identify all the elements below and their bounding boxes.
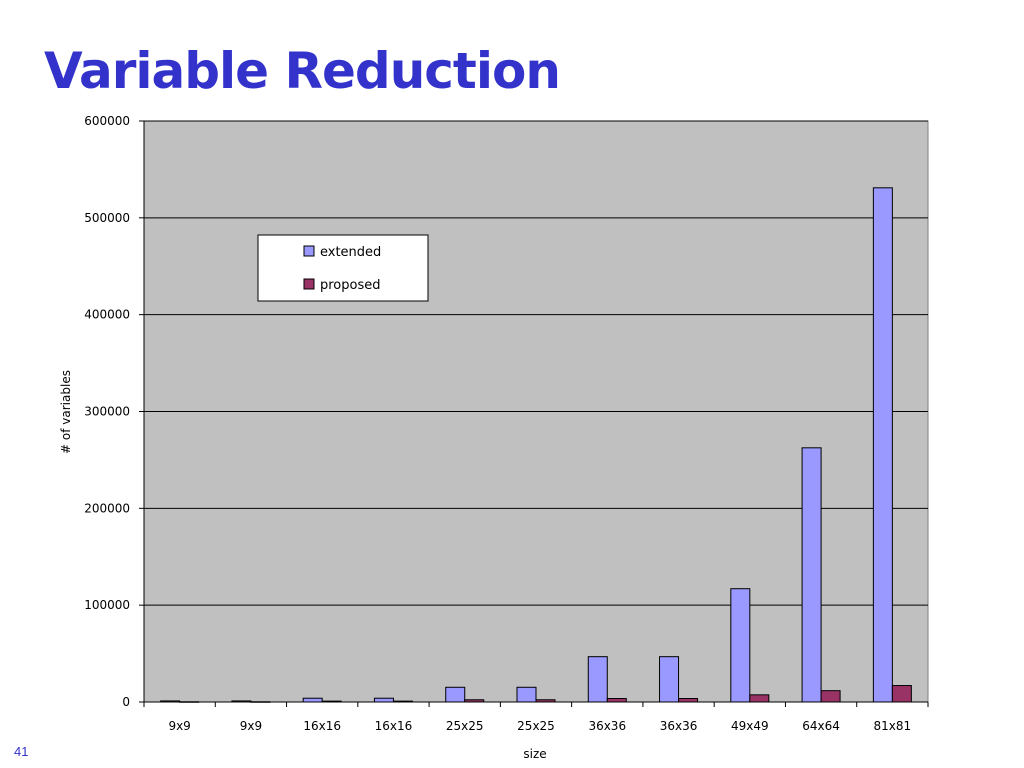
- bar-extended-9: [801, 447, 822, 703]
- x-tick-label: 81x81: [874, 719, 912, 733]
- x-tick-label: 9x9: [168, 719, 190, 733]
- legend-label-proposed: proposed: [320, 278, 381, 293]
- x-tick-label: 36x36: [588, 719, 626, 733]
- legend-label-extended: extended: [320, 245, 381, 260]
- bar-proposed-9: [820, 690, 841, 703]
- y-axis-label: # of variables: [59, 370, 73, 454]
- axes: [143, 121, 929, 707]
- bar-extended-2: [302, 697, 323, 703]
- legend-swatch-extended: [303, 245, 315, 257]
- bar-extended-8: [730, 588, 751, 703]
- bar-extended-6: [587, 656, 608, 703]
- y-tick-label: 600000: [84, 114, 130, 128]
- bar-proposed-8: [749, 694, 770, 703]
- slide-number: 41: [14, 744, 29, 759]
- bar-extended-4: [445, 686, 466, 703]
- y-tick-labels: 0 100000 200000 300000 400000 500000 600000: [84, 114, 130, 709]
- legend: extended proposed: [257, 234, 429, 302]
- x-tick-label: 49x49: [731, 719, 769, 733]
- legend-swatch-proposed: [303, 278, 315, 290]
- bar-proposed-10: [891, 685, 912, 703]
- x-axis-label: size: [523, 747, 546, 761]
- x-tick-label: 25x25: [446, 719, 484, 733]
- x-tick-label: 16x16: [375, 719, 413, 733]
- x-tick-label: 36x36: [660, 719, 698, 733]
- bar-extended-5: [516, 686, 537, 703]
- gridlines: [139, 120, 928, 703]
- x-tick-label: 25x25: [517, 719, 555, 733]
- x-tick-label: 16x16: [303, 719, 341, 733]
- legend-box: [257, 234, 429, 302]
- bar-extended-10: [872, 187, 893, 703]
- y-tick-label: 100000: [84, 598, 130, 612]
- x-tick-label: 9x9: [240, 719, 262, 733]
- bar-proposed-6: [606, 698, 627, 703]
- bar-extended-3: [373, 697, 394, 703]
- slide-title: Variable Reduction: [44, 42, 561, 100]
- bar-proposed-7: [678, 698, 699, 703]
- y-tick-label: 300000: [84, 405, 130, 419]
- y-tick-label: 400000: [84, 308, 130, 322]
- x-tick-label: 64x64: [802, 719, 840, 733]
- y-tick-label: 200000: [84, 501, 130, 515]
- x-tick-labels: 9x9 9x9 16x16 16x16 25x25 25x25 36x36 36x36 49x4…: [168, 719, 911, 733]
- y-tick-label: 0: [122, 695, 130, 709]
- y-tick-label: 500000: [84, 211, 130, 225]
- bar-extended-7: [659, 656, 680, 703]
